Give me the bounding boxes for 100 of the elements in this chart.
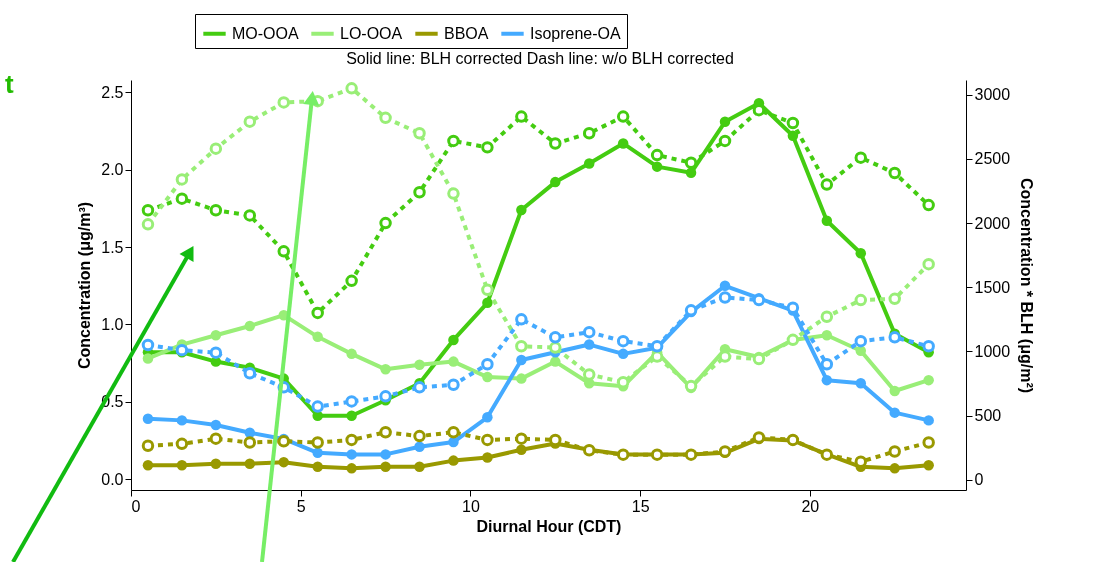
text: t: [5, 69, 14, 99]
point: [583, 158, 595, 169]
point: [209, 432, 223, 445]
point: [312, 447, 323, 459]
point: [922, 436, 935, 449]
y2-tick-label: 1000: [974, 342, 1011, 360]
point: [718, 134, 732, 148]
point: [345, 82, 358, 95]
point: [481, 433, 494, 447]
point: [447, 187, 460, 200]
point: [549, 341, 562, 354]
point: [175, 437, 189, 451]
point: [821, 374, 833, 386]
point: [278, 456, 289, 468]
point: [650, 350, 664, 363]
point: [481, 358, 494, 371]
legend-label: BBOA: [444, 24, 489, 42]
point: [821, 330, 833, 341]
point: [346, 463, 357, 474]
point: [142, 353, 154, 364]
point: [345, 433, 358, 447]
point: [922, 340, 935, 353]
point: [141, 439, 155, 452]
point: [617, 138, 629, 149]
point: [889, 385, 900, 397]
point: [550, 176, 561, 188]
point: [855, 345, 867, 356]
point: [142, 460, 154, 471]
point: [210, 419, 222, 431]
legend-label: Isoprene-OA: [530, 24, 622, 42]
point: [380, 461, 391, 473]
y2-tick-label: 500: [974, 407, 1002, 425]
point: [516, 373, 527, 384]
point: [312, 331, 323, 343]
point: [243, 115, 257, 128]
point: [787, 130, 799, 141]
point: [311, 400, 324, 413]
point: [684, 156, 698, 169]
point: [582, 325, 596, 339]
point: [821, 215, 833, 227]
point: [346, 449, 357, 460]
point: [719, 280, 731, 292]
point: [142, 413, 154, 425]
point: [854, 334, 868, 348]
point: [855, 248, 867, 259]
point: [482, 412, 493, 423]
point: [413, 429, 426, 443]
point: [582, 368, 596, 381]
point: [855, 378, 867, 389]
point: [244, 320, 256, 332]
point: [617, 348, 629, 360]
point: [448, 334, 459, 346]
point: [414, 359, 425, 370]
point: [413, 186, 426, 199]
point: [854, 293, 868, 307]
point: [481, 141, 494, 154]
point: [447, 378, 460, 392]
x-axis-title: Diurnal Hour (CDT): [476, 517, 622, 535]
x-tick-label: 15: [631, 497, 650, 515]
point: [515, 110, 528, 123]
point: [482, 371, 493, 383]
point: [888, 331, 901, 344]
y-tick-label: 2.5: [101, 83, 124, 101]
point: [923, 415, 934, 426]
point: [923, 460, 934, 471]
point: [922, 257, 935, 271]
point: [516, 444, 527, 456]
y2-tick-label: 1500: [974, 278, 1011, 296]
point: [616, 110, 630, 123]
y2-tick-label: 2500: [974, 150, 1011, 168]
point: [549, 137, 562, 150]
point: [346, 348, 357, 360]
point: [820, 178, 834, 191]
point: [582, 127, 596, 140]
point: [889, 407, 900, 418]
point: [515, 313, 528, 326]
point: [515, 432, 528, 445]
x-tick-label: 5: [296, 497, 306, 515]
point: [346, 410, 357, 421]
point: [650, 148, 664, 162]
point: [414, 461, 425, 473]
point: [719, 116, 731, 128]
point: [243, 436, 257, 449]
y-axis-title: Concentration (μg/m³): [76, 201, 94, 370]
point: [379, 111, 392, 125]
point: [311, 436, 324, 449]
point: [312, 461, 323, 473]
point: [583, 339, 595, 350]
point: [243, 209, 257, 222]
point: [141, 218, 155, 231]
point: [448, 455, 459, 466]
point: [176, 460, 188, 471]
point: [515, 340, 528, 353]
point: [244, 458, 256, 469]
point: [888, 166, 901, 180]
point: [482, 297, 493, 309]
point: [854, 151, 868, 164]
point: [345, 274, 358, 288]
point: [889, 463, 900, 474]
point: [651, 161, 663, 172]
